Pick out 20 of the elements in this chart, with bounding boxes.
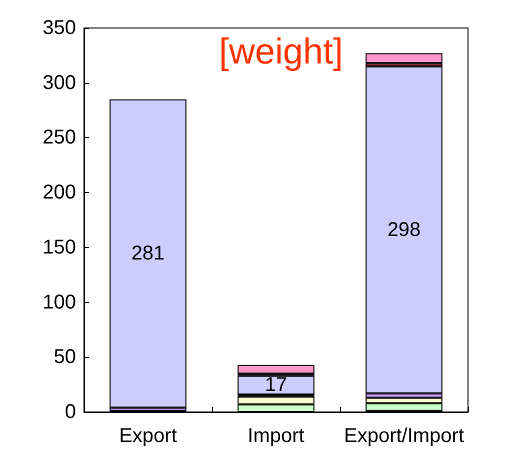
bar [366,66,442,394]
y-tick-label: 250 [42,126,76,149]
x-tick-label: Import [248,425,305,447]
data-label: 281 [131,242,165,264]
data-label: 17 [264,374,288,396]
bar [238,376,314,394]
x-tick-label: Export [119,425,178,447]
chart-title: [weight] [218,30,344,72]
bar [366,53,442,64]
bar [110,99,186,408]
x-tick-label: Export/Import [344,425,464,447]
y-tick-label: 200 [42,182,76,204]
bar [238,364,314,374]
y-tick-label: 50 [54,346,76,368]
y-tick-label: 0 [64,401,76,423]
y-tick-label: 100 [42,291,76,314]
y-tick-label: 150 [42,236,76,258]
y-tick-label: 350 [42,17,76,39]
data-label: 298 [387,218,421,241]
y-tick-label: 300 [42,72,76,94]
